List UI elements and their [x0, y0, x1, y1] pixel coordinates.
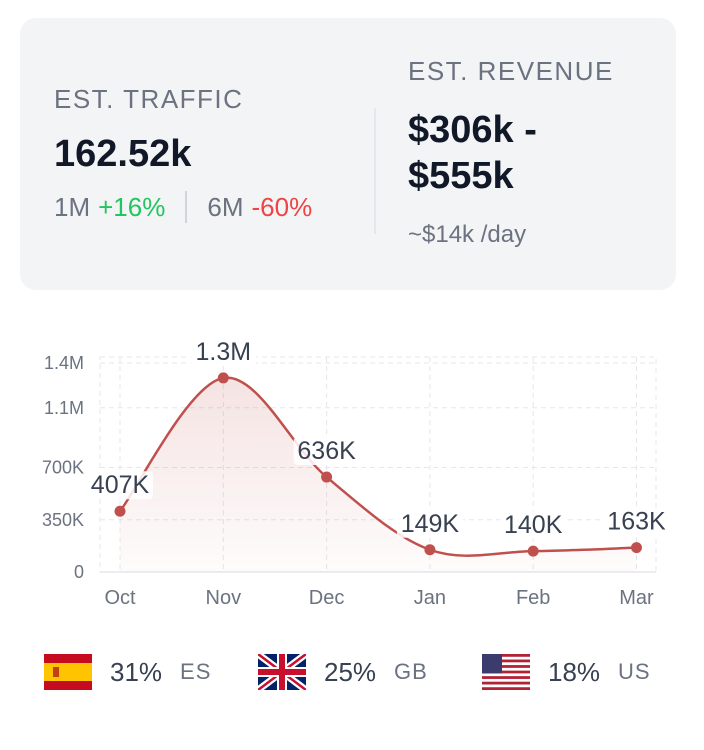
traffic-changes: 1M +16% 6M -60%	[54, 191, 312, 223]
data-label-bg	[603, 507, 670, 536]
country-pct-gb: 25%	[324, 656, 377, 687]
data-label-text: 407K	[91, 471, 150, 499]
data-label-text: 1.3M	[196, 338, 252, 366]
traffic-value: 162.52k	[54, 133, 192, 175]
revenue-per-day: ~$14k /day	[408, 221, 527, 248]
country-breakdown: 31% ES 25% GB	[0, 654, 704, 702]
data-point[interactable]	[321, 471, 333, 483]
data-label-text: 149K	[401, 510, 460, 538]
change-6m-value: -60%	[251, 191, 313, 222]
data-label: 1.3M	[190, 337, 257, 366]
country-code-es: ES	[180, 659, 212, 684]
data-label-bg	[293, 437, 360, 466]
x-tick-label: Nov	[206, 587, 242, 609]
y-tick-label: 1.4M	[44, 353, 84, 373]
data-label: 407K	[87, 471, 153, 500]
data-point[interactable]	[114, 505, 126, 517]
series-area	[120, 377, 637, 572]
x-tick-label: Mar	[619, 587, 654, 609]
data-label-bg	[190, 337, 257, 366]
y-tick-label: 1.1M	[44, 398, 84, 418]
data-label: 636K	[293, 437, 360, 466]
traffic-section: EST. TRAFFIC 162.52k 1M +16% 6M -60%	[54, 84, 312, 223]
change-6m-label: 6M	[207, 191, 244, 222]
change-1m-label: 1M	[54, 191, 91, 222]
data-label-bg	[87, 471, 153, 500]
section-divider	[374, 108, 376, 234]
traffic-label: EST. TRAFFIC	[54, 84, 244, 114]
data-label: 163K	[603, 507, 670, 536]
data-point[interactable]	[217, 372, 229, 384]
y-tick-label: 700K	[42, 458, 84, 478]
x-tick-label: Feb	[516, 587, 550, 609]
country-item-gb: 25% GB	[258, 654, 428, 690]
country-pct-us: 18%	[548, 656, 601, 687]
usa-flag-icon	[482, 654, 530, 690]
data-point[interactable]	[424, 544, 436, 556]
data-label-bg	[500, 511, 567, 540]
revenue-range-line2: $555k	[408, 155, 514, 197]
y-tick-label: 350K	[42, 510, 84, 530]
x-tick-label: Jan	[414, 587, 446, 609]
y-tick-label: 0	[74, 562, 84, 582]
change-separator	[185, 191, 188, 223]
data-label: 149K	[396, 509, 463, 538]
revenue-range-line1: $306k -	[408, 109, 537, 151]
data-label-text: 163K	[607, 508, 666, 536]
uk-flag-icon	[258, 654, 306, 690]
stats-card: EST. TRAFFIC 162.52k 1M +16% 6M -60% EST…	[20, 18, 676, 290]
spain-flag-icon	[44, 654, 92, 690]
data-point[interactable]	[631, 542, 642, 554]
data-point[interactable]	[527, 545, 539, 557]
x-tick-label: Dec	[309, 587, 345, 609]
data-label: 140K	[500, 511, 567, 540]
data-label-text: 636K	[297, 437, 356, 465]
revenue-section: EST. REVENUE $306k - $555k ~$14k /day	[408, 56, 614, 249]
x-tick-label: Oct	[104, 587, 136, 609]
traffic-chart: 407K 1.3M 636K 149K 140K 163K 0 350K 700K 1.1M 1.…	[42, 337, 670, 609]
data-label-text: 140K	[504, 511, 563, 539]
change-1m-value: +16%	[98, 191, 166, 222]
country-code-gb: GB	[394, 659, 428, 684]
revenue-label: EST. REVENUE	[408, 56, 614, 86]
country-item-us: 18% US	[482, 654, 651, 690]
country-code-us: US	[618, 659, 651, 684]
data-label-bg	[396, 509, 463, 538]
revenue-range: $306k - $555k	[408, 107, 614, 199]
country-pct-es: 31%	[110, 656, 163, 687]
country-item-es: 31% ES	[44, 654, 211, 690]
